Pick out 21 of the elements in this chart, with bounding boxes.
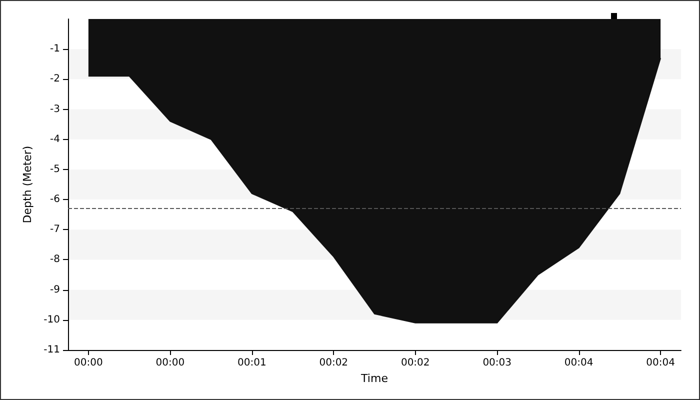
x-tick-label: 00:04 (564, 358, 594, 368)
y-tick-label: -7 (50, 224, 60, 236)
x-tick-label: 00:00 (74, 358, 103, 368)
x-tick-label: 00:02 (400, 358, 430, 368)
x-axis-title: Time (360, 372, 388, 385)
x-tick-label: 00:00 (156, 358, 185, 368)
y-tick-label: -4 (50, 134, 60, 145)
y-axis-title: Depth (Meter) (20, 146, 34, 224)
y-tick-label: -1 (50, 44, 60, 55)
y-tick-label: -11 (44, 344, 60, 356)
x-tick-label: 00:01 (237, 358, 266, 368)
y-tick-label: -8 (50, 254, 60, 266)
y-tick-label: -9 (50, 284, 60, 296)
y-tick-label: -5 (50, 164, 60, 175)
x-tick-label: 00:03 (482, 358, 512, 368)
y-tick-label: -3 (50, 104, 60, 115)
y-tick-label: -10 (44, 314, 60, 326)
y-tick-label: -6 (50, 194, 60, 206)
y-tick-label: -2 (50, 74, 60, 85)
x-tick-label: 00:02 (319, 358, 348, 368)
x-tick-label: 00:04 (646, 358, 675, 368)
